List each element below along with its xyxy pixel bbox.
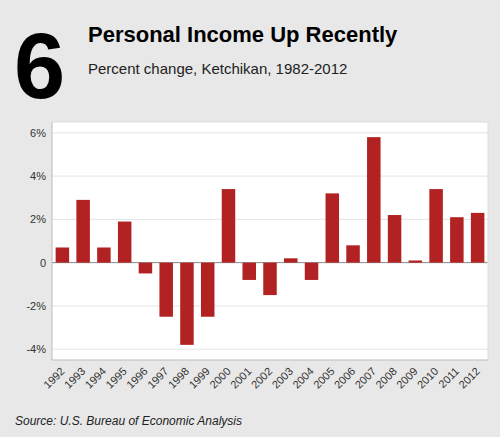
- y-tick-label: -4%: [26, 343, 46, 355]
- x-tick-label: 2001: [228, 365, 254, 391]
- bar: [56, 247, 69, 262]
- x-tick-label: 2004: [290, 365, 316, 391]
- grid-line: [52, 349, 488, 350]
- y-axis-line: [52, 122, 53, 360]
- x-tick-label: 2006: [332, 365, 358, 391]
- bar: [222, 189, 235, 263]
- subtitle: Percent change, Ketchikan, 1982-2012: [88, 60, 347, 77]
- y-tick-label: 2%: [30, 213, 46, 225]
- bar: [263, 263, 276, 295]
- bar: [97, 247, 110, 262]
- bar: [139, 263, 152, 274]
- x-tick-label: 1997: [145, 365, 171, 391]
- bar: [201, 263, 214, 317]
- x-tick-label: 1995: [103, 365, 129, 391]
- bar: [429, 189, 442, 263]
- x-tick-label: 2010: [415, 365, 441, 391]
- grid-line: [52, 305, 488, 306]
- x-tick-label: 2000: [207, 365, 233, 391]
- bar: [180, 263, 193, 345]
- x-tick-label: 2012: [456, 365, 482, 391]
- bar: [326, 193, 339, 262]
- source-note: Source: U.S. Bureau of Economic Analysis: [15, 414, 242, 428]
- bar: [367, 137, 380, 262]
- bar: [471, 213, 484, 263]
- x-tick-label: 2005: [311, 365, 337, 391]
- plot-frame-right: [488, 122, 489, 360]
- x-tick-label: 1992: [41, 365, 67, 391]
- grid: [52, 133, 488, 349]
- x-tick-label: 2009: [394, 365, 420, 391]
- bar: [76, 200, 89, 263]
- x-tick-label: 2007: [352, 365, 378, 391]
- plot-frame-top: [52, 122, 488, 123]
- bar: [450, 217, 463, 262]
- chart: 6 Personal Income Up Recently Percent chan…: [0, 0, 500, 437]
- bar: [305, 263, 318, 280]
- bar: [159, 263, 172, 317]
- plot-area: [52, 122, 488, 360]
- grid-line: [52, 176, 488, 177]
- x-tick-label: 2002: [249, 365, 275, 391]
- x-tick-label: 1996: [124, 365, 150, 391]
- grid-line: [52, 219, 488, 220]
- x-tick-label: 1993: [62, 365, 88, 391]
- x-tick-label: 1994: [83, 365, 109, 391]
- x-tick-label: 1998: [166, 365, 192, 391]
- bar: [346, 245, 359, 262]
- x-axis-line: [52, 360, 488, 361]
- y-tick-label: 0: [40, 257, 46, 269]
- bar: [242, 263, 255, 280]
- bar: [284, 258, 297, 262]
- title: Personal Income Up Recently: [88, 22, 398, 47]
- bar: [409, 260, 422, 262]
- x-tick-label: 2008: [373, 365, 399, 391]
- x-tick-label: 1999: [186, 365, 212, 391]
- x-tick-label: 2011: [436, 365, 461, 390]
- axes: -4%-2%02%4%6%199219931994199519961997199…: [26, 122, 488, 391]
- y-tick-label: 4%: [30, 170, 46, 182]
- background: [0, 0, 500, 437]
- bars: [56, 137, 485, 345]
- bar: [388, 215, 401, 263]
- x-tick-label: 2003: [269, 365, 295, 391]
- title-number: 6: [14, 15, 65, 117]
- bar: [118, 222, 131, 263]
- y-tick-label: 6%: [30, 127, 46, 139]
- y-tick-label: -2%: [26, 300, 46, 312]
- grid-line: [52, 132, 488, 133]
